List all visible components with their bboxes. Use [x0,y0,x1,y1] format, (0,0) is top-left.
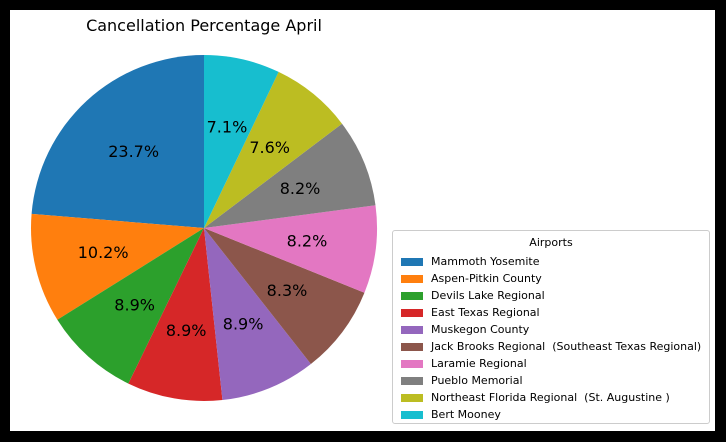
pie-slice-3 [128,228,223,401]
legend-item: East Texas Regional [401,304,701,321]
pie-slice-1 [30,213,204,320]
pie-slice-8 [204,71,343,229]
legend-label: Muskegon County [431,323,530,336]
legend-swatch [401,325,423,334]
pie-slice-7 [204,123,376,228]
legend-swatch [401,342,423,351]
legend-label: Jack Brooks Regional (Southeast Texas Re… [431,340,702,353]
pie-chart: Cancellation Percentage April 23.7% 10.2%… [30,16,377,401]
legend-item: Aspen-Pitkin County [401,270,701,287]
slice-label-7: 8.2% [280,179,321,198]
chart-title: Cancellation Percentage April [86,16,322,35]
legend-item: Mammoth Yosemite [401,253,701,270]
slice-label-9: 7.1% [207,117,248,136]
slice-label-0: 23.7% [108,142,159,161]
legend-label: Laramie Regional [431,357,527,370]
slice-label-8: 7.6% [249,138,290,157]
legend-title: Airports [529,236,573,249]
pie-slice-4 [204,228,311,401]
slice-label-2: 8.9% [114,296,155,315]
chart-frame: Cancellation Percentage April 23.7% 10.2%… [10,10,715,431]
pie-slice-5 [204,228,365,365]
slice-label-3: 8.9% [166,321,207,340]
legend-label: East Texas Regional [431,306,540,319]
legend-swatch [401,291,423,300]
legend-item: Muskegon County [401,321,701,338]
legend-item: Northeast Florida Regional (St. Augustin… [401,389,701,406]
legend-swatch [401,393,423,402]
legend-item: Pueblo Memorial [401,372,701,389]
legend-item: Laramie Regional [401,355,701,372]
slice-label-4: 8.9% [223,315,264,334]
slice-label-5: 8.3% [267,281,308,300]
legend-item: Jack Brooks Regional (Southeast Texas Re… [401,338,701,355]
legend-swatch [401,376,423,385]
legend-label: Devils Lake Regional [431,289,545,302]
slice-label-6: 8.2% [287,232,328,251]
pie-slice-9 [204,55,279,228]
legend-item: Devils Lake Regional [401,287,701,304]
slice-label-1: 10.2% [78,243,129,262]
legend-swatch [401,308,423,317]
legend-label: Pueblo Memorial [431,374,523,387]
legend-label: Aspen-Pitkin County [431,272,542,285]
legend-label: Mammoth Yosemite [431,255,540,268]
legend-swatch [401,359,423,368]
legend: Airports Mammoth Yosemite Aspen-Pitkin Co… [392,230,710,424]
legend-swatch [401,410,423,419]
pie-slice-2 [57,228,205,384]
pie-slice-0 [31,55,204,228]
legend-item: Bert Mooney [401,406,701,423]
legend-label: Bert Mooney [431,408,501,421]
pie-slice-6 [204,205,377,293]
legend-label: Northeast Florida Regional (St. Augustin… [431,391,670,404]
legend-swatch [401,274,423,283]
legend-swatch [401,257,423,266]
